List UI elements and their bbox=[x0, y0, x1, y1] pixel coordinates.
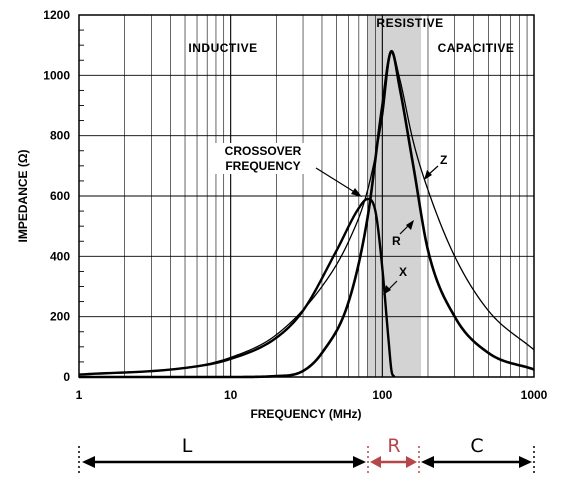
y-tick-label: 800 bbox=[50, 129, 70, 143]
x-label: X bbox=[399, 265, 407, 279]
tick-labels: 1 10 100 1000 0 200 400 600 800 1000 1200 bbox=[43, 8, 547, 402]
region-label-inductive: INDUCTIVE bbox=[188, 41, 257, 55]
band-r-label: R bbox=[387, 435, 400, 457]
band-r-arrowhead-left bbox=[370, 456, 381, 468]
region-label-capacitive: CAPACITIVE bbox=[438, 41, 515, 55]
y-tick-label: 600 bbox=[50, 189, 70, 203]
y-tick-label: 1200 bbox=[43, 8, 70, 22]
crossover-arrowhead bbox=[351, 188, 362, 197]
x-tick-label: 1000 bbox=[521, 388, 548, 402]
y-tick-label: 1000 bbox=[43, 68, 70, 82]
curve-z bbox=[78, 50, 535, 376]
curve-r bbox=[79, 49, 535, 379]
curve-x bbox=[78, 197, 396, 378]
x-axis-title: FREQUENCY (MHz) bbox=[250, 407, 361, 421]
gridlines bbox=[79, 15, 534, 377]
z-arrowhead bbox=[424, 170, 432, 180]
annotations: CROSSOVER FREQUENCY Z R X bbox=[210, 143, 447, 295]
band-c-label: C bbox=[470, 435, 483, 457]
x-arrowhead bbox=[383, 285, 391, 295]
crossover-label-line: FREQUENCY bbox=[225, 159, 300, 173]
band-c-arrowhead-right bbox=[519, 456, 532, 468]
r-label: R bbox=[392, 234, 401, 248]
curves bbox=[78, 49, 535, 379]
y-tick-label: 200 bbox=[50, 310, 70, 324]
band-l-arrowhead-left bbox=[82, 456, 95, 468]
y-tick-label: 0 bbox=[63, 370, 70, 384]
crossover-label-background bbox=[210, 143, 318, 174]
r-arrowhead bbox=[406, 220, 414, 230]
region-bands: L R C bbox=[78, 435, 535, 476]
plot-frame bbox=[78, 14, 535, 378]
band-r-arrowhead-right bbox=[406, 456, 417, 468]
band-l-label: L bbox=[182, 435, 193, 457]
region-label-resistive: RESISTIVE bbox=[376, 16, 443, 30]
y-axis-title: IMPEDANCE (Ω) bbox=[16, 150, 30, 243]
z-label: Z bbox=[440, 153, 447, 167]
x-tick-label: 100 bbox=[372, 388, 392, 402]
band-l-arrowhead-right bbox=[353, 456, 366, 468]
crossover-frequency-label: CROSSOVER FREQUENCY bbox=[225, 144, 302, 173]
crossover-label-line: CROSSOVER bbox=[225, 144, 302, 158]
x-tick-label: 1 bbox=[76, 388, 83, 402]
crossover-leader bbox=[315, 167, 357, 194]
y-tick-label: 400 bbox=[50, 249, 70, 263]
band-c-arrowhead-left bbox=[421, 456, 434, 468]
x-tick-label: 10 bbox=[224, 388, 238, 402]
